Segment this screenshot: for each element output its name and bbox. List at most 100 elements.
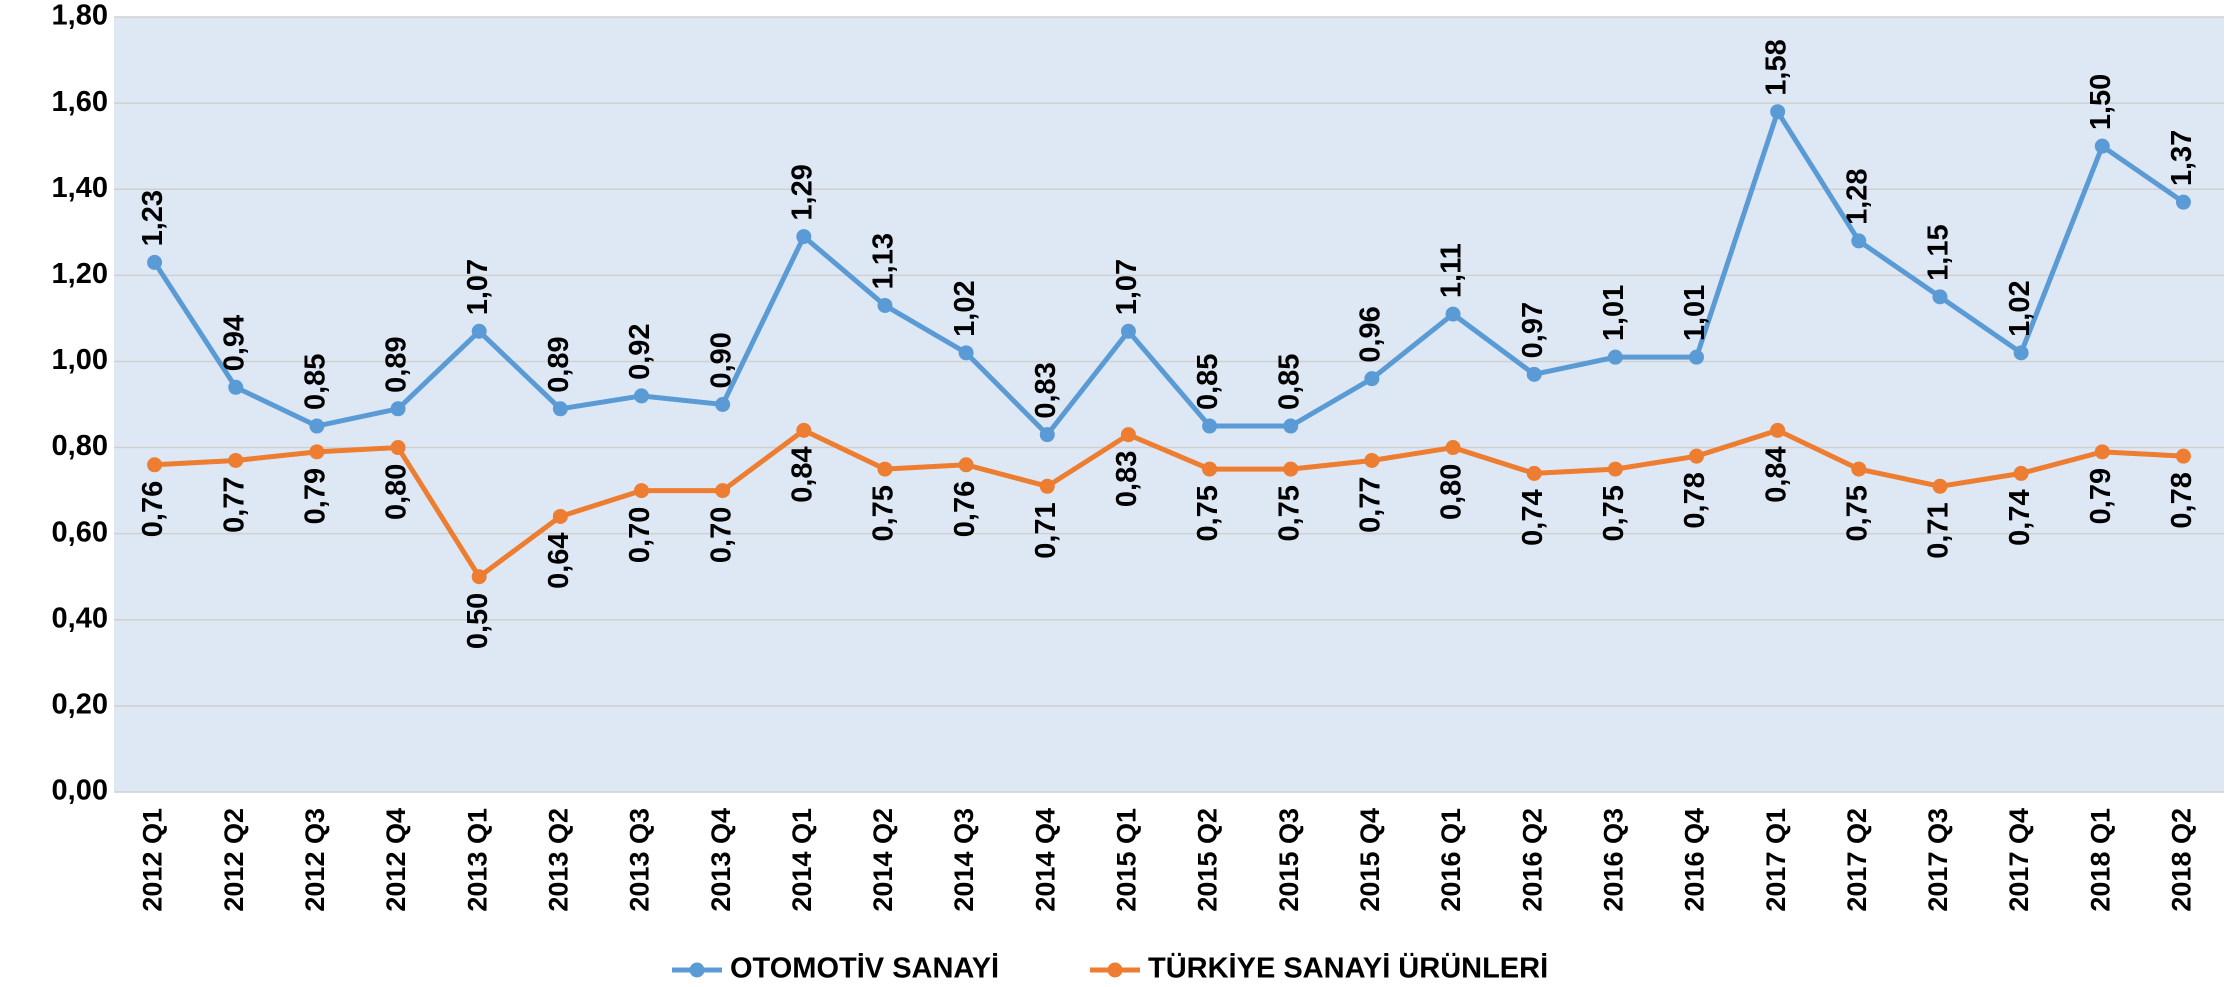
data-label: 0,94 bbox=[218, 315, 250, 371]
point bbox=[1039, 427, 1055, 443]
point bbox=[228, 452, 244, 468]
point bbox=[552, 508, 568, 524]
data-label: 1,29 bbox=[786, 164, 818, 220]
point bbox=[715, 397, 731, 412]
x-tick-label: 2016 Q2 bbox=[1517, 808, 1547, 912]
point bbox=[796, 229, 812, 245]
point bbox=[1607, 461, 1623, 477]
data-label: 0,84 bbox=[1760, 446, 1792, 502]
data-label: 0,70 bbox=[624, 507, 656, 563]
legend-label: OTOMOTİV SANAYİ bbox=[730, 953, 999, 985]
data-label: 1,02 bbox=[2004, 280, 2036, 336]
point bbox=[1851, 461, 1867, 477]
point bbox=[309, 418, 325, 434]
point bbox=[1526, 366, 1542, 382]
data-label: 0,80 bbox=[381, 464, 413, 520]
point bbox=[958, 457, 974, 473]
y-tick-label: 1,40 bbox=[52, 172, 108, 204]
point bbox=[634, 483, 649, 499]
data-label: 0,50 bbox=[462, 593, 494, 649]
point bbox=[2013, 465, 2029, 481]
legend-marker bbox=[1107, 962, 1123, 978]
point bbox=[1364, 452, 1380, 468]
point bbox=[1689, 349, 1704, 365]
data-label: 0,75 bbox=[1192, 485, 1224, 541]
point bbox=[1526, 465, 1542, 481]
data-label: 0,78 bbox=[1679, 472, 1711, 528]
point bbox=[2094, 138, 2110, 154]
point bbox=[1851, 233, 1867, 249]
x-tick-label: 2014 Q2 bbox=[868, 808, 898, 912]
x-tick-label: 2012 Q4 bbox=[381, 808, 411, 912]
data-label: 0,77 bbox=[1355, 476, 1387, 532]
x-tick-label: 2018 Q1 bbox=[2085, 808, 2115, 912]
point bbox=[1283, 418, 1299, 434]
data-label: 1,37 bbox=[2166, 130, 2198, 186]
point bbox=[2175, 194, 2191, 210]
x-tick-label: 2013 Q4 bbox=[706, 808, 736, 912]
point bbox=[1689, 448, 1704, 464]
data-label: 0,97 bbox=[1517, 302, 1549, 358]
data-label: 0,85 bbox=[1192, 354, 1224, 410]
data-label: 0,74 bbox=[1517, 489, 1549, 545]
point bbox=[390, 401, 406, 417]
data-label: 0,76 bbox=[949, 481, 981, 537]
y-tick-label: 0,40 bbox=[52, 602, 108, 634]
data-label: 1,28 bbox=[1841, 168, 1873, 224]
data-label: 1,15 bbox=[1923, 224, 1955, 280]
data-label: 0,96 bbox=[1355, 306, 1387, 362]
data-label: 1,07 bbox=[1111, 259, 1143, 315]
point bbox=[1039, 478, 1055, 494]
series-line bbox=[152, 105, 2185, 439]
data-label: 0,85 bbox=[300, 354, 332, 410]
point bbox=[1770, 104, 1786, 120]
x-tick-label: 2014 Q4 bbox=[1030, 808, 1060, 912]
point bbox=[1283, 461, 1299, 477]
data-label: 0,76 bbox=[137, 481, 169, 537]
point bbox=[877, 297, 893, 313]
y-tick-label: 1,60 bbox=[52, 86, 108, 118]
y-tick-label: 0,60 bbox=[52, 516, 108, 548]
point bbox=[2013, 345, 2029, 361]
x-tick-label: 2018 Q2 bbox=[2167, 808, 2197, 912]
point bbox=[1202, 418, 1218, 434]
data-label: 1,01 bbox=[1679, 285, 1711, 341]
point bbox=[1445, 440, 1461, 456]
y-tick-label: 1,80 bbox=[52, 0, 108, 32]
point bbox=[1770, 422, 1786, 438]
point bbox=[1202, 461, 1218, 477]
point bbox=[309, 444, 325, 460]
data-label: 0,89 bbox=[381, 336, 413, 392]
x-tick-label: 2012 Q2 bbox=[219, 808, 249, 912]
x-tick-label: 2013 Q2 bbox=[543, 808, 573, 912]
x-tick-label: 2014 Q3 bbox=[949, 808, 979, 912]
y-tick-label: 0,20 bbox=[52, 689, 108, 721]
data-label: 1,07 bbox=[462, 259, 494, 315]
point bbox=[552, 401, 568, 417]
point bbox=[147, 254, 163, 270]
data-label: 0,84 bbox=[786, 446, 818, 502]
x-tick-label: 2016 Q1 bbox=[1436, 808, 1466, 912]
legend-marker bbox=[689, 962, 705, 978]
point bbox=[471, 323, 487, 339]
data-label: 0,79 bbox=[2085, 468, 2117, 524]
point bbox=[2094, 444, 2110, 460]
plot-area bbox=[114, 17, 2224, 792]
data-label: 0,77 bbox=[218, 476, 250, 532]
data-label: 0,75 bbox=[1598, 485, 1630, 541]
point bbox=[796, 422, 812, 438]
data-label: 1,01 bbox=[1598, 285, 1630, 341]
data-label: 0,89 bbox=[543, 336, 575, 392]
point bbox=[1932, 478, 1948, 494]
point bbox=[1445, 306, 1461, 322]
legend-label: TÜRKİYE SANAYİ ÜRÜNLERİ bbox=[1148, 952, 1548, 985]
data-label: 0,92 bbox=[624, 323, 656, 379]
x-tick-label: 2014 Q1 bbox=[787, 808, 817, 912]
data-label: 0,79 bbox=[300, 468, 332, 524]
data-label: 1,50 bbox=[2085, 74, 2117, 130]
point bbox=[1120, 427, 1136, 443]
data-label: 0,75 bbox=[1841, 485, 1873, 541]
point bbox=[1932, 289, 1948, 305]
x-tick-label: 2017 Q4 bbox=[2004, 808, 2034, 912]
